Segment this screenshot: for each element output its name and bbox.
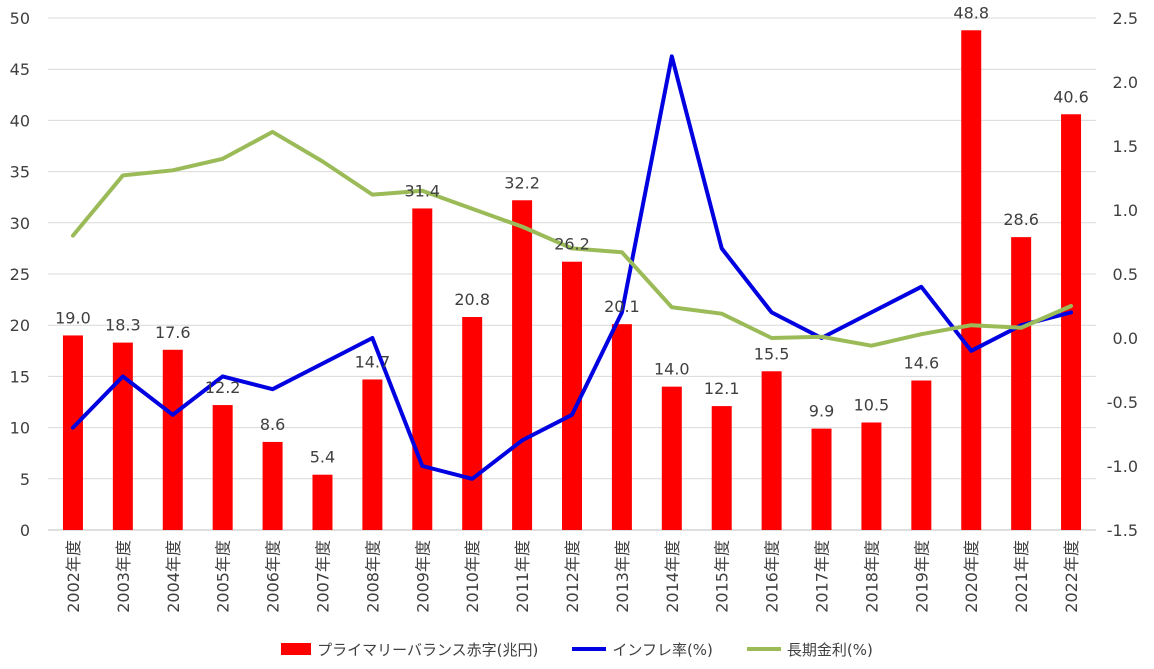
bar-deficit bbox=[362, 379, 383, 530]
x-tick-label: 2009年度 bbox=[413, 540, 432, 613]
data-label: 18.3 bbox=[105, 316, 141, 335]
data-label: 20.8 bbox=[454, 290, 490, 309]
data-label: 17.6 bbox=[155, 323, 191, 342]
x-tick-label: 2019年度 bbox=[912, 540, 931, 613]
data-label: 28.6 bbox=[1003, 210, 1039, 229]
data-label: 14.0 bbox=[654, 360, 690, 379]
bar-deficit bbox=[162, 349, 183, 530]
x-tick-label: 2005年度 bbox=[214, 540, 233, 613]
data-label: 14.7 bbox=[355, 352, 391, 371]
y-left-tick-label: 10 bbox=[10, 419, 30, 438]
x-tick-label: 2010年度 bbox=[463, 540, 482, 613]
bar-deficit bbox=[262, 441, 283, 530]
bar-deficit bbox=[62, 335, 83, 530]
y-right-tick-label: -1.0 bbox=[1107, 457, 1138, 476]
bar-deficit bbox=[961, 30, 982, 531]
bar-deficit bbox=[611, 324, 632, 530]
data-label: 14.6 bbox=[904, 353, 940, 372]
x-tick-label: 2018年度 bbox=[862, 540, 881, 613]
y-right-tick-label: -0.5 bbox=[1107, 393, 1138, 412]
bar-deficit bbox=[462, 317, 483, 530]
legend-swatch-inflation bbox=[572, 647, 607, 651]
x-tick-label: 2016年度 bbox=[763, 540, 782, 613]
y-right-tick-label: 1.5 bbox=[1113, 137, 1138, 156]
bar-deficit bbox=[412, 208, 433, 531]
x-tick-label: 2007年度 bbox=[313, 540, 332, 613]
data-label: 9.9 bbox=[809, 402, 834, 421]
x-tick-label: 2012年度 bbox=[563, 540, 582, 613]
data-label: 8.6 bbox=[260, 415, 285, 434]
y-right-tick-label: -1.5 bbox=[1107, 521, 1138, 540]
x-tick-label: 2015年度 bbox=[713, 540, 732, 613]
y-right-tick-label: 0.0 bbox=[1113, 329, 1138, 348]
data-label: 10.5 bbox=[854, 395, 890, 414]
data-label: 5.4 bbox=[310, 448, 335, 467]
y-left-tick-label: 5 bbox=[20, 470, 30, 489]
x-tick-label: 2011年度 bbox=[513, 540, 532, 613]
y-left-tick-label: 35 bbox=[10, 163, 30, 182]
data-label: 40.6 bbox=[1053, 87, 1089, 106]
data-label: 32.2 bbox=[504, 173, 540, 192]
x-tick-label: 2022年度 bbox=[1062, 540, 1081, 613]
bar-deficit bbox=[212, 405, 233, 530]
bar-deficit bbox=[661, 386, 682, 530]
bar-deficit bbox=[562, 261, 582, 530]
legend-item-inflation: インフレ率(%) bbox=[572, 639, 713, 660]
bar-deficit bbox=[861, 422, 882, 530]
data-label: 26.2 bbox=[554, 235, 590, 254]
y-left-tick-label: 25 bbox=[10, 265, 30, 284]
legend-item-deficit: プライマリーバランス赤字(兆円) bbox=[281, 639, 538, 660]
y-left-tick-label: 40 bbox=[10, 111, 30, 130]
data-label: 15.5 bbox=[754, 344, 790, 363]
bar-deficit bbox=[512, 200, 533, 530]
x-tick-label: 2014年度 bbox=[663, 540, 682, 613]
legend-swatch-deficit bbox=[281, 643, 312, 655]
y-right-tick-label: 2.0 bbox=[1113, 73, 1138, 92]
y-left-tick-label: 20 bbox=[10, 316, 30, 335]
legend-swatch-interest bbox=[746, 647, 781, 651]
data-label: 12.2 bbox=[205, 378, 241, 397]
y-right-tick-label: 0.5 bbox=[1113, 265, 1138, 284]
bar-deficit bbox=[312, 474, 333, 530]
bar-deficit bbox=[1011, 237, 1032, 531]
chart-legend: プライマリーバランス赤字(兆円) インフレ率(%) 長期金利(%) bbox=[0, 636, 1154, 662]
x-tick-label: 2004年度 bbox=[164, 540, 183, 613]
legend-label-deficit: プライマリーバランス赤字(兆円) bbox=[317, 640, 539, 659]
bar-deficit bbox=[112, 342, 133, 530]
data-label: 12.1 bbox=[704, 379, 740, 398]
legend-item-interest: 長期金利(%) bbox=[746, 639, 873, 660]
bar-deficit bbox=[1061, 114, 1082, 531]
x-tick-label: 2017年度 bbox=[813, 540, 832, 613]
bar-deficit bbox=[711, 406, 732, 530]
x-tick-label: 2013年度 bbox=[613, 540, 632, 613]
x-tick-label: 2020年度 bbox=[962, 540, 981, 613]
line-inflation bbox=[70, 54, 1074, 481]
legend-label-inflation: インフレ率(%) bbox=[612, 640, 713, 659]
x-tick-label: 2003年度 bbox=[114, 540, 133, 613]
y-left-tick-label: 50 bbox=[10, 9, 30, 28]
y-left-tick-label: 45 bbox=[10, 60, 30, 79]
data-label: 20.1 bbox=[604, 297, 640, 316]
y-right-tick-label: 1.0 bbox=[1113, 201, 1138, 220]
y-left-tick-label: 0 bbox=[20, 521, 30, 540]
line-interest bbox=[70, 129, 1074, 348]
y-right-tick-label: 2.5 bbox=[1113, 9, 1138, 28]
bar-deficit bbox=[911, 380, 932, 530]
x-tick-label: 2006年度 bbox=[264, 540, 283, 613]
y-left-tick-label: 30 bbox=[10, 214, 30, 233]
data-label: 31.4 bbox=[404, 181, 440, 200]
data-label: 48.8 bbox=[953, 3, 989, 22]
bar-deficit bbox=[761, 371, 782, 530]
legend-label-interest: 長期金利(%) bbox=[786, 640, 873, 659]
x-tick-label: 2002年度 bbox=[64, 540, 83, 613]
x-tick-label: 2008年度 bbox=[363, 540, 382, 613]
x-tick-label: 2021年度 bbox=[1012, 540, 1031, 613]
bar-deficit bbox=[811, 428, 832, 530]
data-label: 19.0 bbox=[55, 308, 91, 327]
y-left-tick-label: 15 bbox=[10, 367, 30, 386]
